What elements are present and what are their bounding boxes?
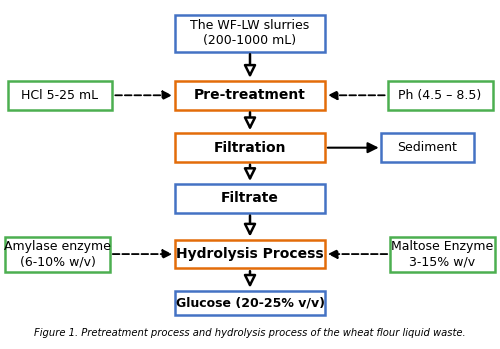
FancyBboxPatch shape <box>175 81 325 110</box>
Text: Hydrolysis Process: Hydrolysis Process <box>176 247 324 261</box>
FancyBboxPatch shape <box>388 81 492 110</box>
FancyBboxPatch shape <box>175 133 325 162</box>
FancyBboxPatch shape <box>5 237 110 272</box>
FancyBboxPatch shape <box>175 291 325 315</box>
Text: Sediment: Sediment <box>398 141 458 154</box>
FancyBboxPatch shape <box>382 133 474 162</box>
Text: Figure 1. Pretreatment process and hydrolysis process of the wheat flour liquid : Figure 1. Pretreatment process and hydro… <box>34 328 466 338</box>
Text: Pre-treatment: Pre-treatment <box>194 88 306 102</box>
Text: Filtrate: Filtrate <box>221 192 279 206</box>
Text: Filtration: Filtration <box>214 141 286 155</box>
FancyBboxPatch shape <box>390 237 495 272</box>
FancyBboxPatch shape <box>175 240 325 268</box>
FancyBboxPatch shape <box>8 81 113 110</box>
FancyBboxPatch shape <box>175 15 325 52</box>
Text: Glucose (20-25% v/v): Glucose (20-25% v/v) <box>176 297 324 310</box>
Text: Amylase enzyme
(6-10% w/v): Amylase enzyme (6-10% w/v) <box>4 240 111 268</box>
Text: Ph (4.5 – 8.5): Ph (4.5 – 8.5) <box>398 89 481 102</box>
Text: Maltose Enzyme
3-15% w/v: Maltose Enzyme 3-15% w/v <box>392 240 494 268</box>
Text: The WF-LW slurries
(200-1000 mL): The WF-LW slurries (200-1000 mL) <box>190 19 310 47</box>
Text: HCl 5-25 mL: HCl 5-25 mL <box>22 89 99 102</box>
FancyBboxPatch shape <box>175 184 325 213</box>
